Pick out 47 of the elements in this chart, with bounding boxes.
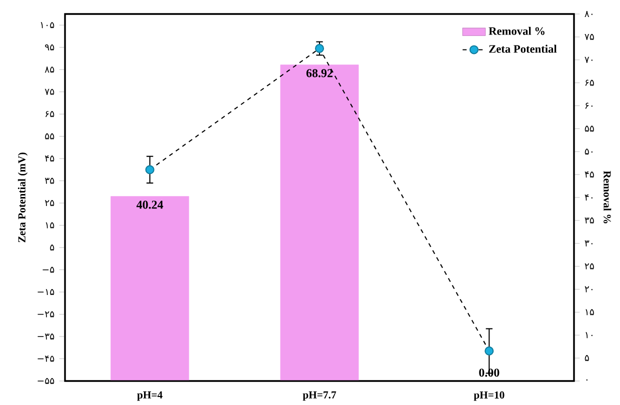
y-tick-label: ۷۵ bbox=[44, 88, 54, 95]
y2-tick-label: ۴۵ bbox=[584, 171, 594, 178]
y-tick-label: −۲۵ bbox=[38, 311, 54, 318]
y2-tick-label: ۵ bbox=[584, 354, 589, 361]
y2-axis-title: Removal % bbox=[604, 170, 612, 224]
x-tick-label: pH=10 bbox=[474, 391, 504, 401]
legend-label: Removal % bbox=[488, 26, 544, 35]
y-tick-label: −۱۵ bbox=[38, 288, 54, 295]
y-tick-label: ۵ bbox=[50, 244, 54, 250]
point bbox=[145, 165, 154, 174]
y-tick-label: ۶۵ bbox=[46, 110, 54, 118]
y2-tick-label: ۱۵ bbox=[586, 309, 594, 316]
x-tick-label: pH=4 bbox=[137, 391, 162, 401]
y2-tick-label: ۲۵ bbox=[584, 263, 594, 270]
data-label: 0.00 bbox=[479, 368, 500, 377]
y2-tick-label: ۵۵ bbox=[584, 126, 594, 132]
y2-tick-label: ۶۰ bbox=[585, 102, 592, 109]
y2-tick-label: ۵۰ bbox=[584, 148, 592, 155]
point bbox=[484, 346, 494, 356]
y-tick-label: −۵۵ bbox=[38, 378, 54, 384]
y-tick-label: ۱۰۵ bbox=[40, 22, 54, 28]
y-tick-label: −۵ bbox=[42, 266, 54, 273]
y2-tick-label: ۰ bbox=[586, 379, 588, 380]
y2-tick-label: ۳۰ bbox=[584, 240, 592, 246]
point bbox=[314, 44, 324, 53]
y-tick-label: ۹۵ bbox=[45, 44, 54, 50]
y-tick-label: ۴۵ bbox=[44, 155, 54, 162]
legend-label: Zeta Potential bbox=[489, 44, 557, 53]
y2-tick-label: ۴۰ bbox=[584, 194, 592, 200]
data-label: 40.24 bbox=[136, 200, 164, 209]
data-label: 68.92 bbox=[306, 68, 332, 78]
x-tick-label: pH=7.7 bbox=[302, 391, 336, 401]
y2-tick-label: ۶۵ bbox=[585, 80, 594, 86]
y-tick-label: ۲۵ bbox=[44, 200, 54, 206]
y-tick-label: ۳۵ bbox=[44, 178, 54, 184]
y-tick-label: −۳۵ bbox=[38, 333, 54, 340]
y2-tick-label: ۳۵ bbox=[584, 217, 594, 224]
y-tick-label: ۱۵ bbox=[46, 222, 54, 228]
y-axis-title: Zeta Potential (mV) bbox=[18, 152, 28, 242]
y2-tick-label: ۸۰ bbox=[584, 10, 592, 17]
y-tick-label: ۵۵ bbox=[45, 133, 54, 140]
y-tick-label: −۴۵ bbox=[38, 356, 54, 362]
y2-tick-label: ۷۰ bbox=[584, 56, 592, 63]
y2-tick-label: ۱۰ bbox=[586, 332, 592, 338]
y-tick-label: ۸۵ bbox=[44, 66, 54, 73]
y2-tick-label: ۲۰ bbox=[584, 286, 592, 292]
y2-tick-label: ۷۵ bbox=[584, 34, 594, 40]
